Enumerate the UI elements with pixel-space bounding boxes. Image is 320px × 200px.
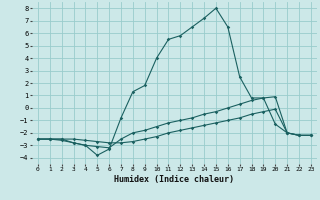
X-axis label: Humidex (Indice chaleur): Humidex (Indice chaleur) (115, 175, 234, 184)
